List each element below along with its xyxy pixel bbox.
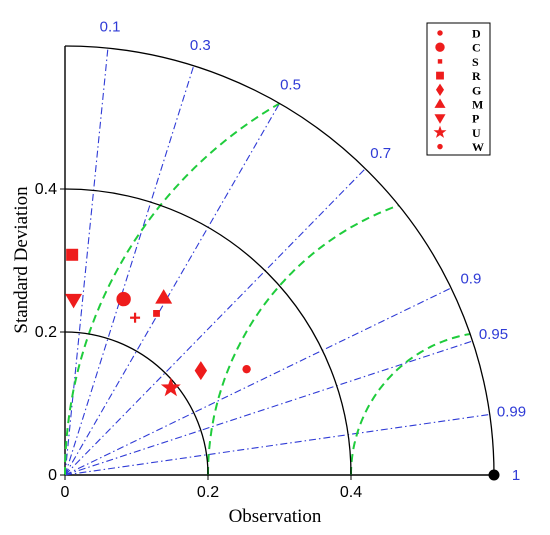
correlation-tick-labels: 0.1 0.3 0.5 0.7 0.9 0.95 0.99 1 [100,18,526,484]
correlation-line-5 [64,340,473,476]
x-tick-label-2: 0.4 [340,484,362,501]
legend-label-U: U [472,126,481,140]
correlation-line-6 [64,413,490,476]
legend-label-W: W [472,140,484,154]
std-tick-labels: 00 0.2 0.2 0.4 0.4 [35,181,362,501]
correlation-label-0: 0.1 [100,18,121,35]
correlation-label-7: 1 [512,467,520,484]
correlation-line-2 [64,103,280,476]
legend-label-P: P [472,112,479,126]
legend-label-C: C [472,41,481,55]
std-arc-1 [64,188,352,476]
legend-marker-U [433,125,447,138]
point-M [155,289,173,304]
data-points [65,248,251,397]
legend-marker-S [437,59,443,64]
std-arc-0 [64,331,209,476]
std-arc-2 [64,45,495,476]
legend-marker-M [434,98,446,108]
legend-label-M: M [472,98,483,112]
legend-marker-R [436,71,444,80]
correlation-label-6: 0.99 [497,403,526,420]
std-arcs [64,45,495,476]
point-D [242,364,251,374]
y-tick-label-2: 0.4 [35,181,57,198]
legend-label-D: D [472,27,481,41]
correlation-line-0 [64,48,109,476]
legend-label-S: S [472,55,479,69]
correlation-line-3 [64,168,366,476]
rms-arc-2 [64,102,281,475]
correlation-label-1: 0.3 [190,37,211,54]
legend-label-G: G [472,83,481,97]
y-tick-label-1: 0.2 [35,324,57,341]
y-axis-title: Standard Deviation [11,186,32,334]
point-C [116,291,131,307]
point-S [153,310,160,317]
rms-arcs [64,102,470,475]
y-tick-label-0: 0 [48,467,57,484]
legend-marker-P [434,114,446,124]
correlation-label-3: 0.7 [370,145,391,162]
point-R [66,248,79,261]
x-tick-label-0: 0 [61,484,70,501]
correlation-label-5: 0.95 [479,326,508,343]
legend-marker-C [435,42,445,52]
x-axis-title: Observation [229,506,322,527]
rms-arc-1 [207,204,399,475]
point-G [194,361,208,381]
point-W [130,312,141,323]
correlation-line-1 [64,65,195,476]
correlation-lines [64,48,490,476]
legend-marker-W [437,143,443,150]
correlation-label-4: 0.9 [460,270,481,287]
legend-marker-G [435,83,445,96]
correlation-line-4 [64,287,452,476]
legend-marker-D [437,30,443,36]
legend-label-R: R [472,69,481,83]
x-tick-label-1: 0.2 [197,484,219,501]
rms-arc-0 [350,333,470,475]
point-P [65,293,83,309]
point-U [160,377,181,397]
correlation-label-2: 0.5 [280,76,301,93]
